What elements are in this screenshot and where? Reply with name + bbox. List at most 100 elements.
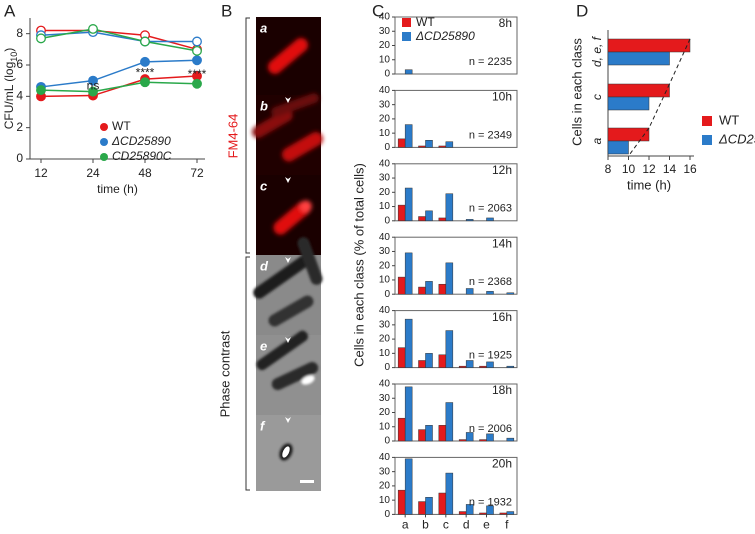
data-point bbox=[88, 24, 98, 34]
data-point bbox=[140, 56, 150, 67]
bar bbox=[607, 51, 670, 66]
bar bbox=[425, 140, 433, 148]
y-tick-label: 0 bbox=[384, 215, 390, 226]
image-label: e bbox=[260, 338, 267, 353]
x-axis-label: time (h) bbox=[97, 182, 138, 196]
bar bbox=[445, 402, 454, 442]
panel-title: 20h bbox=[492, 457, 512, 471]
panel-label: B bbox=[221, 1, 232, 20]
bar bbox=[397, 417, 406, 442]
image-label: f bbox=[260, 418, 266, 433]
panel-label: A bbox=[4, 1, 16, 20]
bar bbox=[607, 96, 650, 111]
legend-marker bbox=[402, 18, 411, 27]
y-tick-label: 30 bbox=[379, 26, 391, 37]
y-tick-label: 0 bbox=[384, 509, 390, 520]
image-label: c bbox=[260, 178, 268, 193]
bar bbox=[425, 353, 433, 368]
bar bbox=[486, 217, 494, 222]
legend-marker bbox=[702, 116, 712, 126]
x-tick-label: f bbox=[505, 518, 509, 532]
bar bbox=[486, 505, 494, 515]
panel-label: C bbox=[372, 1, 384, 20]
y-tick-label: 10 bbox=[379, 128, 391, 139]
y-tick-label: 20 bbox=[379, 187, 391, 198]
bar bbox=[418, 286, 426, 295]
x-tick-label: 8 bbox=[605, 162, 612, 176]
panel-note: n = 1932 bbox=[469, 496, 512, 508]
y-tick-label: 20 bbox=[379, 334, 391, 345]
bar bbox=[404, 69, 413, 75]
panel-note: n = 2063 bbox=[469, 203, 512, 215]
y-tick-label: d, e, f bbox=[590, 35, 604, 67]
y-axis-label: Cells in each class bbox=[569, 38, 584, 146]
data-point bbox=[140, 77, 150, 88]
legend-label: WT bbox=[719, 112, 739, 127]
bar bbox=[506, 437, 515, 442]
annotation: ns bbox=[87, 79, 100, 93]
guide-line bbox=[628, 127, 650, 157]
bar bbox=[404, 252, 413, 295]
bar bbox=[404, 386, 413, 442]
series-line bbox=[41, 29, 198, 51]
bar bbox=[458, 439, 467, 442]
y-tick-label: a bbox=[590, 137, 604, 144]
y-axis-label: Cells in each class (% of total cells) bbox=[351, 163, 366, 367]
y-axis-label-part: 10 bbox=[9, 52, 19, 62]
panel-title: 16h bbox=[492, 310, 512, 324]
bar bbox=[438, 145, 447, 148]
panel-title: 12h bbox=[492, 163, 512, 177]
legend-label: ΔCD25890 bbox=[415, 29, 475, 43]
bar bbox=[445, 193, 454, 222]
series-line bbox=[40, 81, 198, 93]
y-tick-label: 40 bbox=[379, 379, 391, 390]
annotation: **** bbox=[136, 65, 155, 79]
bar bbox=[445, 141, 454, 148]
bar bbox=[418, 501, 426, 515]
bar bbox=[404, 318, 413, 368]
legend-label: ΔCD25890 bbox=[718, 131, 755, 146]
data-point bbox=[192, 45, 202, 56]
bar bbox=[458, 511, 467, 515]
bar bbox=[397, 276, 406, 295]
panel-label: D bbox=[576, 1, 588, 20]
x-tick-label: 24 bbox=[86, 166, 100, 180]
bar bbox=[506, 511, 515, 515]
x-tick-label: a bbox=[402, 518, 409, 532]
y-tick-label: 30 bbox=[379, 466, 391, 477]
y-tick-label: 0 bbox=[384, 436, 390, 447]
panel-note: n = 2368 bbox=[469, 276, 512, 288]
x-tick-label: 14 bbox=[663, 162, 677, 176]
bar bbox=[479, 439, 487, 442]
y-tick-label: 10 bbox=[379, 275, 391, 286]
image-label: b bbox=[260, 98, 268, 113]
legend-label: ΔCD25890 bbox=[111, 134, 171, 148]
panel-title: 10h bbox=[492, 90, 512, 104]
y-tick-label: 30 bbox=[379, 173, 391, 184]
legend-label: WT bbox=[416, 15, 435, 29]
bar bbox=[607, 140, 629, 155]
bar bbox=[458, 365, 467, 368]
x-tick-label: c bbox=[443, 518, 449, 532]
y-tick-label: 40 bbox=[379, 452, 391, 463]
data-point bbox=[88, 86, 98, 97]
bar bbox=[465, 288, 474, 295]
bar bbox=[479, 512, 487, 515]
y-tick-label: 30 bbox=[379, 319, 391, 330]
bar bbox=[438, 425, 447, 442]
y-tick-label: 40 bbox=[379, 158, 391, 169]
bar bbox=[418, 429, 426, 442]
legend-marker bbox=[100, 123, 108, 131]
y-tick-label: 0 bbox=[384, 289, 390, 300]
legend-label: WT bbox=[112, 119, 131, 133]
bar bbox=[607, 83, 670, 98]
y-tick-label: 10 bbox=[379, 54, 391, 65]
y-axis-label-part: CFU/mL (log bbox=[2, 62, 16, 130]
bar bbox=[418, 145, 426, 148]
bar bbox=[445, 472, 454, 515]
legend-label: CD25890C bbox=[112, 149, 172, 163]
annotation: **** bbox=[188, 67, 207, 81]
bar bbox=[425, 497, 433, 515]
series-line bbox=[40, 75, 198, 98]
image-label: d bbox=[260, 258, 269, 273]
